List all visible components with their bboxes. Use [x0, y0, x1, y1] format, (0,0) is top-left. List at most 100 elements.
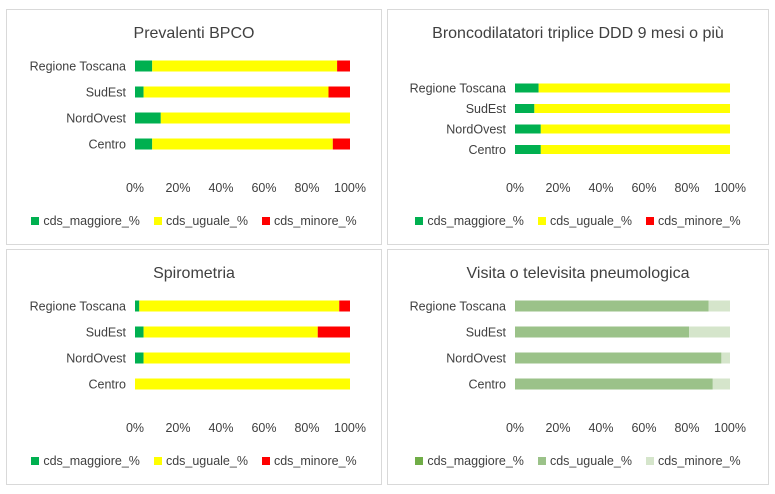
- legend-item-uguale: cds_uguale_%: [153, 454, 248, 468]
- category-label: NordOvest: [66, 352, 126, 366]
- x-tick-label: 0%: [126, 421, 144, 435]
- category-label: Regione Toscana: [30, 60, 126, 74]
- bar-segment: [515, 124, 541, 134]
- legend-label: cds_maggiore_%: [427, 454, 524, 468]
- bar-segment: [540, 145, 730, 154]
- bar-segment: [689, 326, 730, 338]
- bar-segment: [515, 352, 722, 364]
- x-tick-label: 80%: [294, 421, 319, 435]
- bar-segment: [339, 300, 350, 312]
- category-label: Centro: [88, 138, 126, 152]
- category-label: NordOvest: [66, 112, 126, 126]
- category-label: NordOvest: [446, 123, 506, 137]
- chart-panel-visita-pneumologica: Visita o televisita pneumologica Regione…: [387, 249, 769, 485]
- x-tick-label: 80%: [294, 181, 319, 195]
- bar-segment: [721, 352, 730, 364]
- legend-item-maggiore: cds_maggiore_%: [31, 214, 140, 228]
- legend-swatch: [153, 217, 162, 225]
- legend-label: cds_uguale_%: [165, 214, 248, 228]
- bar-segment: [135, 60, 153, 72]
- legend-item-maggiore: cds_maggiore_%: [31, 454, 140, 468]
- spirometria-plot: Regione Toscana SudEst NordOvest Centro 0% 20…: [30, 300, 366, 436]
- x-tick-label: 100%: [334, 421, 366, 435]
- chart-panel-spirometria: Spirometria Regione Toscana SudEst NordOve…: [6, 249, 382, 485]
- bar-segment: [139, 300, 340, 312]
- bar-segment: [135, 86, 144, 98]
- legend-item-uguale: cds_uguale_%: [537, 214, 632, 228]
- bar-segment: [540, 124, 730, 134]
- x-tick-label: 20%: [545, 421, 570, 435]
- chart-legend: cds_maggiore_% cds_uguale_% cds_minore_%: [7, 214, 381, 228]
- legend-swatch: [153, 457, 162, 465]
- legend-item-uguale: cds_uguale_%: [537, 454, 632, 468]
- legend-label: cds_minore_%: [273, 454, 357, 468]
- x-tick-label: 0%: [506, 421, 524, 435]
- x-tick-label: 80%: [674, 421, 699, 435]
- bar-segment: [135, 352, 144, 364]
- bar-segment: [515, 326, 690, 338]
- legend-label: cds_maggiore_%: [43, 454, 140, 468]
- bar-segment: [337, 60, 350, 72]
- bar-segment: [515, 145, 541, 154]
- x-tick-label: 60%: [631, 181, 656, 195]
- bar-segment: [160, 112, 350, 124]
- chart-title: Prevalenti BPCO: [133, 25, 255, 42]
- bar-segment: [135, 112, 161, 124]
- bar-segment: [515, 83, 539, 93]
- bar-segment: [135, 300, 140, 312]
- category-label: Regione Toscana: [410, 300, 506, 314]
- x-tick-label: 60%: [251, 421, 276, 435]
- bar-segment: [515, 300, 709, 312]
- legend-swatch: [415, 217, 424, 225]
- bar-segment: [143, 352, 350, 364]
- broncodilatatori-plot: Regione Toscana SudEst NordOvest Centro 0% 20…: [410, 82, 746, 196]
- legend-label: cds_minore_%: [273, 214, 357, 228]
- x-tick-label: 40%: [208, 181, 233, 195]
- x-tick-label: 40%: [588, 421, 613, 435]
- legend-item-maggiore: cds_maggiore_%: [415, 214, 524, 228]
- bar-segment: [135, 138, 153, 150]
- x-tick-label: 80%: [674, 181, 699, 195]
- legend-item-maggiore: cds_maggiore_%: [415, 454, 524, 468]
- bar-segment: [332, 138, 350, 150]
- x-tick-label: 0%: [126, 181, 144, 195]
- bar-segment: [515, 378, 713, 390]
- legend-label: cds_uguale_%: [549, 214, 632, 228]
- chart-title: Broncodilatatori triplice DDD 9 mesi o p…: [432, 25, 724, 42]
- bar-segment: [135, 378, 350, 390]
- legend-swatch: [537, 457, 546, 465]
- category-label: Regione Toscana: [30, 300, 126, 314]
- bpco-plot: Regione Toscana SudEst NordOvest Centro 0% 20…: [30, 60, 366, 196]
- chart-title: Visita o televisita pneumologica: [466, 265, 690, 282]
- legend-item-minore: cds_minore_%: [645, 454, 741, 468]
- x-tick-label: 60%: [631, 421, 656, 435]
- legend-item-uguale: cds_uguale_%: [153, 214, 248, 228]
- legend-swatch: [261, 217, 270, 225]
- x-tick-label: 40%: [208, 421, 233, 435]
- x-tick-label: 40%: [588, 181, 613, 195]
- category-label: Centro: [468, 143, 506, 157]
- legend-item-minore: cds_minore_%: [261, 454, 357, 468]
- legend-label: cds_uguale_%: [165, 454, 248, 468]
- visita-pneumologica-plot: Regione Toscana SudEst NordOvest Centro 0% 20…: [410, 300, 746, 436]
- bar-segment: [143, 86, 329, 98]
- bar-segment: [135, 326, 144, 338]
- bar-segment: [152, 138, 333, 150]
- legend-label: cds_uguale_%: [549, 454, 632, 468]
- x-tick-label: 20%: [545, 181, 570, 195]
- category-label: SudEst: [86, 326, 127, 340]
- bar-segment: [328, 86, 350, 98]
- bar-segment: [152, 60, 338, 72]
- legend-swatch: [645, 457, 654, 465]
- legend-swatch: [31, 217, 40, 225]
- category-label: Centro: [468, 378, 506, 392]
- legend-swatch: [645, 217, 654, 225]
- x-tick-label: 100%: [714, 181, 746, 195]
- legend-label: cds_maggiore_%: [427, 214, 524, 228]
- legend-item-minore: cds_minore_%: [261, 214, 357, 228]
- x-tick-label: 20%: [165, 181, 190, 195]
- x-tick-label: 100%: [714, 421, 746, 435]
- bar-segment: [317, 326, 350, 338]
- legend-label: cds_minore_%: [657, 454, 741, 468]
- bar-segment: [534, 104, 730, 113]
